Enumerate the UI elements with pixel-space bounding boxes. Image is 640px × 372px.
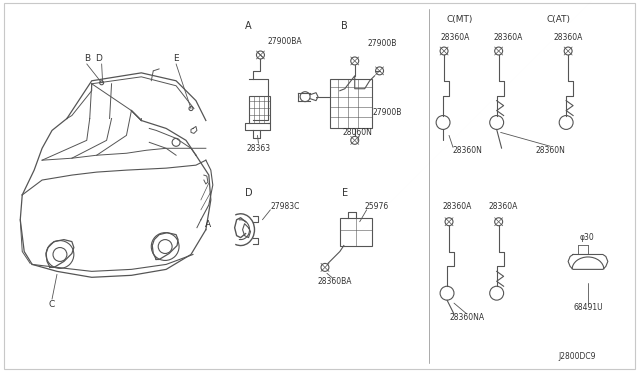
Text: A: A	[245, 21, 252, 31]
Text: E: E	[342, 188, 348, 198]
Text: 28360NA: 28360NA	[449, 312, 484, 321]
Text: J2800DC9: J2800DC9	[559, 352, 596, 361]
Text: 27900B: 27900B	[368, 39, 397, 48]
Text: 28360A: 28360A	[440, 33, 470, 42]
Bar	[340, 218, 372, 246]
Text: 27900B: 27900B	[372, 108, 402, 117]
Text: B: B	[84, 54, 90, 64]
Text: 25976: 25976	[365, 202, 389, 211]
Text: φ30: φ30	[580, 233, 595, 242]
Text: D: D	[244, 188, 252, 198]
Text: C(AT): C(AT)	[546, 15, 570, 24]
Text: C: C	[49, 299, 55, 309]
Text: 28360A: 28360A	[442, 202, 472, 211]
Text: 27983C: 27983C	[270, 202, 300, 211]
Text: 28360BA: 28360BA	[317, 277, 352, 286]
Text: 28360N: 28360N	[535, 146, 565, 155]
Text: 27900BA: 27900BA	[268, 36, 302, 46]
Text: A: A	[205, 220, 211, 229]
Text: 68491U: 68491U	[573, 302, 603, 312]
Text: 28360A: 28360A	[494, 33, 524, 42]
Text: D: D	[95, 54, 102, 64]
Text: 28060N: 28060N	[343, 128, 372, 137]
Bar	[330, 79, 372, 128]
Text: 28363: 28363	[246, 144, 271, 153]
Text: E: E	[173, 54, 179, 64]
Text: 28360N: 28360N	[453, 146, 483, 155]
Text: B: B	[341, 21, 348, 31]
Text: 28360A: 28360A	[554, 33, 583, 42]
Bar	[248, 96, 270, 124]
Text: C(MT): C(MT)	[447, 15, 473, 24]
Text: 28360A: 28360A	[489, 202, 518, 211]
